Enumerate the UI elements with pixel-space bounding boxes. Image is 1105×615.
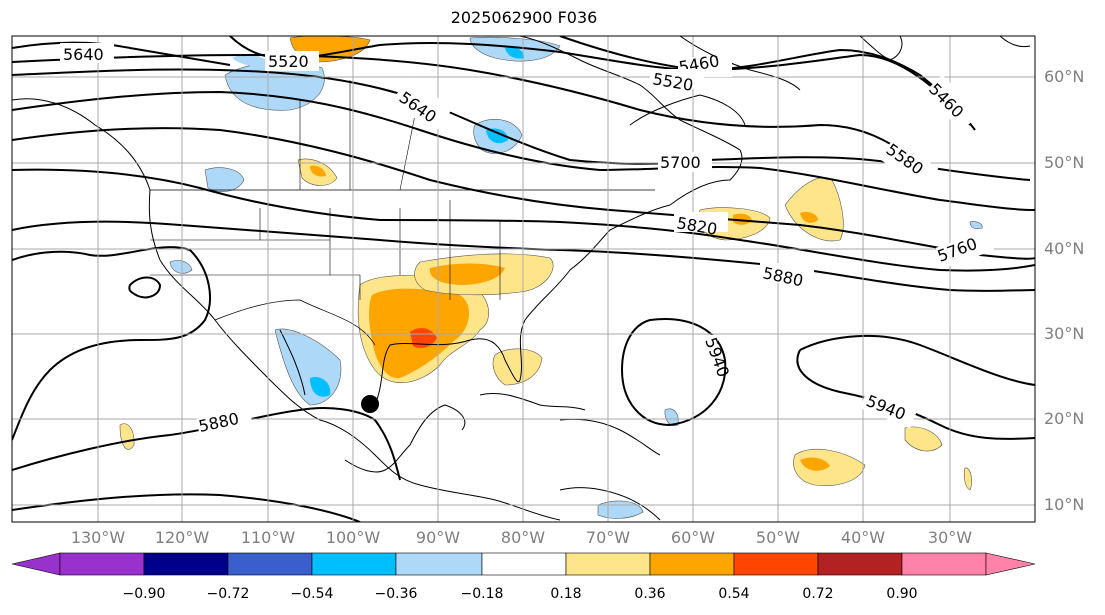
coastline xyxy=(629,94,746,126)
colorbar-bin xyxy=(227,552,313,576)
shade-yellow xyxy=(963,467,972,491)
border xyxy=(259,208,361,300)
colorbar-tick-label: 0.36 xyxy=(634,586,666,602)
colorbar-min-extend xyxy=(11,552,61,576)
contour-5940 xyxy=(796,349,1035,440)
colorbar-tick-label: −0.36 xyxy=(374,586,418,602)
colorbar-bin xyxy=(395,552,483,576)
shade-orange xyxy=(800,457,830,471)
contour-label: 5520 xyxy=(268,52,309,71)
colorbar-tick-label: 0.90 xyxy=(886,586,918,602)
contour-5760 xyxy=(12,127,1035,260)
contour-label: 5640 xyxy=(63,45,104,64)
contour-small xyxy=(128,276,162,299)
lon-label: 40°W xyxy=(840,528,886,547)
storm-center-marker xyxy=(361,395,379,413)
border xyxy=(214,299,376,346)
shade-lightblue xyxy=(232,54,268,67)
shade-yellow xyxy=(904,426,943,452)
coastline xyxy=(559,487,661,521)
colorbar-bin xyxy=(565,552,651,576)
shade-lightblue xyxy=(969,221,983,230)
colorbar-bin xyxy=(311,552,397,576)
shade-orange xyxy=(733,213,752,225)
coastline xyxy=(374,204,671,406)
colorbar-tick-label: 0.18 xyxy=(550,586,582,602)
lon-label: 70°W xyxy=(585,528,631,547)
contour-label-layer: 5640 5520 5640 5460 5520 5460 5700 5580 … xyxy=(60,43,995,441)
contour-label: 5700 xyxy=(660,153,701,172)
lon-label: 50°W xyxy=(755,528,801,547)
coastline xyxy=(344,404,466,473)
colorbar xyxy=(11,552,1036,576)
lon-label: 30°W xyxy=(927,528,973,547)
contour-5820 xyxy=(12,168,1035,272)
colorbar-tick-label: 0.54 xyxy=(718,586,750,602)
lon-label: 80°W xyxy=(500,528,546,547)
contour-5940 xyxy=(799,334,1035,386)
colorbar-bin xyxy=(59,552,145,576)
colorbar-bin xyxy=(481,552,567,576)
shade-orange xyxy=(429,263,505,285)
lon-label: 90°W xyxy=(415,528,461,547)
colorbar-max-extend xyxy=(985,552,1036,576)
colorbar-bin xyxy=(143,552,229,576)
colorbar-tick-label: −0.18 xyxy=(460,586,504,602)
contour-5880 xyxy=(12,407,401,481)
colorbar-bin xyxy=(733,552,819,576)
lon-label: 110°W xyxy=(240,528,296,547)
shade-lightblue xyxy=(204,167,245,193)
coastline xyxy=(519,36,743,206)
colorbar-bin xyxy=(649,552,735,576)
lon-label: 60°W xyxy=(670,528,716,547)
lat-label: 50°N xyxy=(1044,153,1085,172)
contour-5880 xyxy=(12,220,1035,292)
shade-blue xyxy=(310,376,331,397)
coastline xyxy=(999,36,1031,48)
contour-5880 xyxy=(12,246,211,441)
shade-lightblue xyxy=(664,408,679,426)
contour-5880 xyxy=(12,493,361,522)
coastline-layer xyxy=(12,36,1031,521)
contour-5460 xyxy=(559,36,976,131)
lat-label: 40°N xyxy=(1044,239,1085,258)
shade-yellow xyxy=(119,423,135,450)
colorbar-bin xyxy=(901,552,987,576)
shade-lightblue xyxy=(597,500,644,519)
shade-blue xyxy=(486,128,508,144)
lat-label: 10°N xyxy=(1044,495,1085,514)
lat-label: 20°N xyxy=(1044,409,1085,428)
lat-label: 30°N xyxy=(1044,324,1085,343)
shade-yellow xyxy=(793,449,866,486)
grid-layer xyxy=(12,36,1035,522)
contour-5640 xyxy=(12,41,231,66)
colorbar-tick-label: −0.54 xyxy=(290,586,334,602)
coastline xyxy=(679,36,801,91)
lon-label: 100°W xyxy=(325,528,381,547)
contour-5580 xyxy=(12,53,921,166)
shade-yellow xyxy=(784,177,844,242)
shade-orange xyxy=(800,211,818,223)
lon-label: 120°W xyxy=(154,528,210,547)
shade-yellow xyxy=(492,348,543,386)
coastline xyxy=(12,98,561,521)
lat-label: 60°N xyxy=(1044,67,1085,86)
lon-label: 130°W xyxy=(70,528,126,547)
colorbar-tick-label: −0.72 xyxy=(206,586,250,602)
coastline xyxy=(479,392,586,411)
shade-lightblue xyxy=(169,260,193,274)
colorbar-tick-label: 0.72 xyxy=(802,586,834,602)
coastline xyxy=(559,418,661,456)
contour-5640 xyxy=(12,68,1031,181)
colorbar-bin xyxy=(817,552,903,576)
shade-red xyxy=(410,328,437,348)
coastline xyxy=(279,329,306,396)
contour-5700 xyxy=(12,90,1035,211)
shade-blue xyxy=(505,47,525,59)
map-frame xyxy=(11,35,1036,523)
map-title: 2025062900 F036 xyxy=(450,8,598,27)
shade-orange xyxy=(310,165,326,177)
colorbar-tick-label: −0.90 xyxy=(122,586,166,602)
